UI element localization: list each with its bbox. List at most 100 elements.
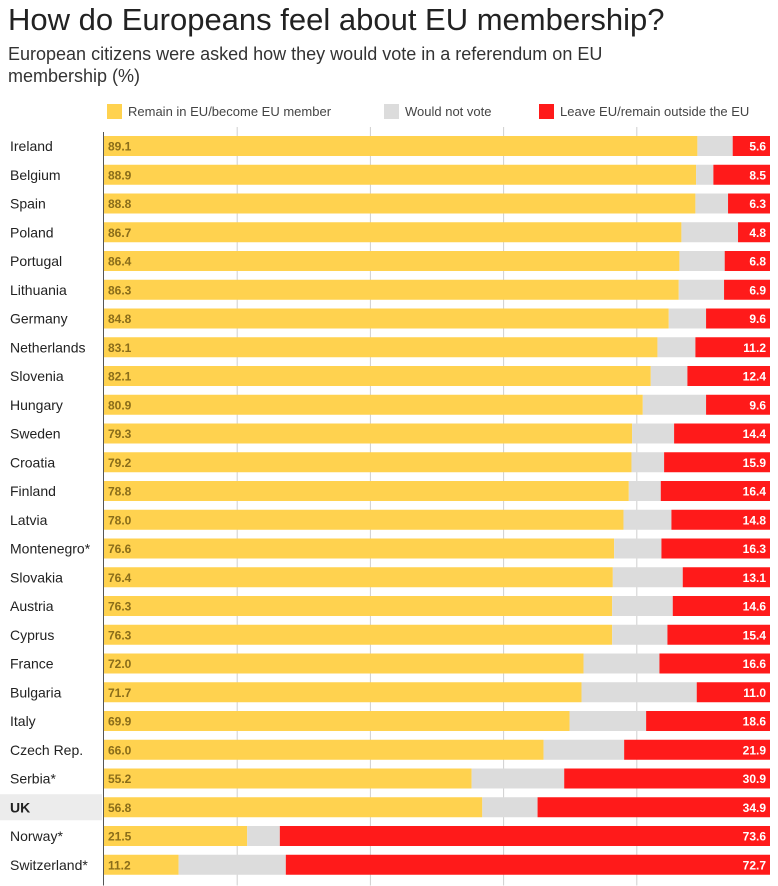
bar-segment-would-not-vote [543,739,625,760]
bar-segment-remain [104,423,633,444]
bar-segment-would-not-vote [612,596,673,616]
bar-segment-remain [104,739,544,760]
category-label: Germany [10,311,68,327]
data-label-remain: 11.2 [108,858,131,872]
bar-segment-would-not-vote [178,854,286,875]
bar-segment-would-not-vote [247,826,280,846]
bar-segment-remain [104,567,613,588]
bar-segment-leave [646,711,770,731]
data-label-leave: 18.6 [743,715,767,729]
bar-segment-leave [732,136,770,156]
category-label: Slovakia [10,569,63,585]
data-label-leave: 14.6 [743,600,767,614]
data-label-remain: 71.7 [108,686,132,700]
data-label-leave: 5.6 [749,140,766,154]
category-label: Finland [10,483,56,499]
bar-segment-remain [104,366,651,386]
bar-segment-remain [104,193,696,214]
data-label-remain: 80.9 [108,398,132,412]
bar-segment-leave [724,251,770,271]
legend-item-leave: Leave EU/remain outside the EU [539,102,749,120]
data-label-remain: 82.1 [108,370,132,384]
legend-label-would-not-vote: Would not vote [405,103,492,119]
data-label-leave: 34.9 [743,801,767,815]
data-label-leave: 11.2 [743,341,766,355]
bar-segment-remain [104,826,248,846]
bar-segment-remain [104,164,697,185]
bar-segment-would-not-vote [482,797,538,818]
data-label-remain: 86.7 [108,226,132,240]
bar-segment-would-not-vote [668,308,707,329]
category-label: France [10,656,54,672]
category-label: Hungary [10,397,63,413]
category-label: Slovenia [10,368,64,384]
bar-segment-leave [674,423,770,444]
bar-segment-leave [660,481,770,501]
data-label-leave: 15.4 [743,628,767,642]
bar-segment-would-not-vote [695,193,729,214]
category-label: Norway* [10,828,63,844]
data-label-remain: 86.4 [108,255,132,269]
data-label-leave: 16.3 [743,542,767,556]
bar-segment-remain [104,279,679,300]
bar-segment-would-not-vote [628,481,661,501]
data-label-remain: 83.1 [108,341,132,355]
data-label-remain: 69.9 [108,715,132,729]
data-label-remain: 76.3 [108,600,132,614]
legend-swatch-would-not-vote [384,103,399,119]
category-label: Austria [10,598,54,614]
bar-segment-remain [104,653,584,674]
category-label: Netherlands [10,339,86,355]
data-label-leave: 73.6 [743,830,767,844]
category-label: Portugal [10,253,62,269]
bar-segment-leave [706,394,770,415]
chart-title: How do Europeans feel about EU membershi… [8,2,665,37]
data-label-leave: 9.6 [749,312,766,326]
data-label-remain: 89.1 [108,140,132,154]
bar-segment-remain [104,711,570,731]
bar-segment-remain [104,797,483,818]
category-label: Cyprus [10,627,54,643]
bar-segment-would-not-vote [657,337,696,358]
category-label: Italy [10,713,36,729]
data-label-remain: 76.3 [108,628,132,642]
bar-segment-leave [664,452,770,473]
bar-segment-would-not-vote [696,164,714,185]
data-label-leave: 16.6 [743,657,767,671]
bar-segment-would-not-vote [471,768,565,789]
data-label-leave: 14.4 [743,427,767,441]
bar-segment-leave [671,509,770,530]
bar-segment-leave [564,768,770,789]
legend-item-remain: Remain in EU/become EU member [107,102,331,120]
data-label-leave: 14.8 [743,513,767,527]
bar-segment-leave [661,538,770,559]
category-label: Poland [10,224,54,240]
legend-label-remain: Remain in EU/become EU member [128,103,332,119]
data-label-remain: 88.9 [108,168,132,182]
data-label-leave: 6.8 [749,255,766,269]
data-label-leave: 13.1 [743,571,767,585]
bar-segment-leave [667,624,770,645]
bar-segment-remain [104,854,179,875]
category-label: Sweden [10,426,61,442]
bar-segment-would-not-vote [632,423,675,444]
category-label: Croatia [10,454,55,470]
bar-segment-leave [672,596,770,616]
bar-segment-remain [104,682,582,703]
highlight-row-background [0,794,102,821]
bar-segment-would-not-vote [569,711,647,731]
bar-segment-would-not-vote [631,452,665,473]
data-label-remain: 76.4 [108,571,132,585]
legend-label-leave: Leave EU/remain outside the EU [560,103,750,119]
bar-segment-leave [285,854,770,875]
bar-segment-remain [104,394,643,415]
data-label-remain: 76.6 [108,542,132,556]
data-label-remain: 86.3 [108,283,132,297]
legend-swatch-remain [107,103,122,119]
category-label: Latvia [10,512,48,528]
data-label-leave: 21.9 [743,743,767,757]
bar-segment-leave [738,222,770,243]
bar-segment-leave [706,308,770,329]
bar-segment-remain [104,136,698,156]
